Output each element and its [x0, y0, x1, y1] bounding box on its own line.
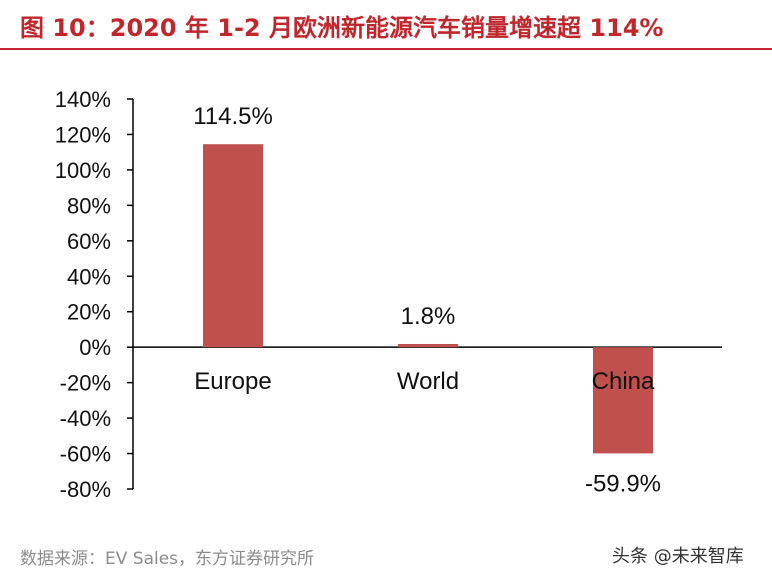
- y-tick-label: 120%: [55, 122, 111, 147]
- category-label-china: China: [592, 368, 655, 395]
- y-tick-label: -60%: [60, 442, 111, 467]
- y-axis: 140% 120% 100% 80% 60% 40% 20% 0% -20% -40% -60% -8…: [55, 87, 722, 502]
- y-tick-label: 140%: [55, 87, 111, 112]
- bar-world: [398, 343, 458, 348]
- y-tick-label: 100%: [55, 158, 111, 183]
- bar-china: [593, 347, 653, 454]
- bar-europe: [203, 144, 263, 348]
- data-label-china: -59.9%: [585, 470, 661, 497]
- category-label-world: World: [397, 368, 459, 395]
- title-divider: [0, 48, 772, 50]
- data-label-europe: 114.5%: [193, 103, 273, 130]
- y-tick-label: 60%: [67, 229, 111, 254]
- y-tick-label: 0%: [79, 335, 111, 360]
- data-label-world: 1.8%: [401, 303, 456, 330]
- y-tick-label: 80%: [67, 193, 111, 218]
- y-tick-label: -20%: [60, 371, 111, 396]
- chart-title: 图 10：2020 年 1-2 月欧洲新能源汽车销量增速超 114%: [20, 14, 664, 42]
- y-tick-label: -40%: [60, 406, 111, 431]
- y-tick-label: 40%: [67, 264, 111, 289]
- y-tick-label: 20%: [67, 300, 111, 325]
- category-label-europe: Europe: [194, 368, 271, 395]
- watermark: 头条 @未来智库: [612, 546, 744, 567]
- bars: [203, 144, 653, 454]
- category-labels: Europe World China: [194, 368, 655, 395]
- data-labels: 114.5% 1.8% -59.9%: [193, 103, 661, 497]
- source-note: 数据来源：EV Sales，东方证券研究所: [20, 549, 315, 569]
- y-tick-label: -80%: [60, 477, 111, 502]
